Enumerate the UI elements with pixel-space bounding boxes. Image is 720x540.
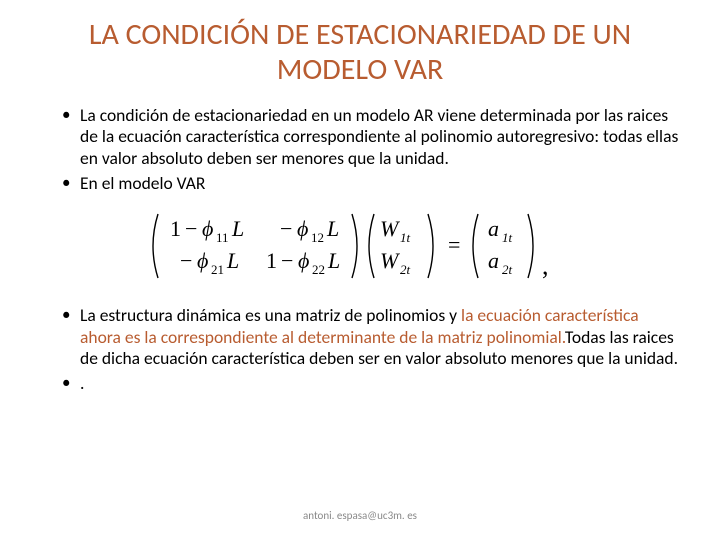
bullet-1: La condición de estacionariedad en un mo… xyxy=(62,105,680,169)
eq-m22-sub: 22 xyxy=(312,262,325,277)
eq-m12-sub: 12 xyxy=(311,230,324,245)
eq-w1: W xyxy=(380,216,400,241)
bullet-3: La estructura dinámica es una matriz de … xyxy=(62,305,680,369)
equation-block: 1 − ϕ 11 L − ϕ 12 L − ϕ 21 L 1 − ϕ 22 L … xyxy=(40,206,680,291)
eq-m21-phi: ϕ xyxy=(197,248,208,273)
bullet-2: En el modelo VAR xyxy=(62,173,680,194)
bullet-3-part-a: La estructura dinámica es una matriz de … xyxy=(80,304,461,326)
eq-a2: a xyxy=(488,248,499,273)
eq-m12-phi: ϕ xyxy=(297,216,308,241)
eq-m12-L: L xyxy=(326,216,339,241)
var-equation-svg: 1 − ϕ 11 L − ϕ 12 L − ϕ 21 L 1 − ϕ 22 L … xyxy=(140,206,580,286)
eq-m21-L: L xyxy=(226,248,239,273)
eq-w2: W xyxy=(380,248,400,273)
bullet-list: La condición de estacionariedad en un mo… xyxy=(40,105,680,194)
eq-m11-minus: − xyxy=(185,216,197,241)
eq-m12-minus: − xyxy=(280,216,292,241)
slide: LA CONDICIÓN DE ESTACIONARIEDAD DE UN MO… xyxy=(0,0,720,540)
eq-equals: = xyxy=(448,232,460,257)
eq-a1-sub: 1t xyxy=(502,230,513,245)
eq-comma: , xyxy=(542,251,549,280)
eq-m21-minus: − xyxy=(180,248,192,273)
eq-m22-minus: − xyxy=(281,248,293,273)
slide-title: LA CONDICIÓN DE ESTACIONARIEDAD DE UN MO… xyxy=(40,18,680,87)
eq-a2-sub: 2t xyxy=(502,262,513,277)
eq-m11-phi: ϕ xyxy=(202,216,213,241)
eq-a1: a xyxy=(488,216,499,241)
eq-m22-1: 1 xyxy=(266,248,277,273)
footer-email: antoni. espasa@uc3m. es xyxy=(0,509,720,522)
eq-w1-sub: 1t xyxy=(400,230,411,245)
eq-w2-sub: 2t xyxy=(400,262,411,277)
eq-m11-1: 1 xyxy=(170,216,181,241)
eq-m11-sub: 11 xyxy=(216,230,229,245)
bullet-list-2: La estructura dinámica es una matriz de … xyxy=(40,305,680,394)
bullet-4: . xyxy=(62,373,680,394)
eq-m22-L: L xyxy=(327,248,340,273)
eq-m11-L: L xyxy=(231,216,244,241)
eq-m21-sub: 21 xyxy=(211,262,224,277)
eq-m22-phi: ϕ xyxy=(298,248,309,273)
